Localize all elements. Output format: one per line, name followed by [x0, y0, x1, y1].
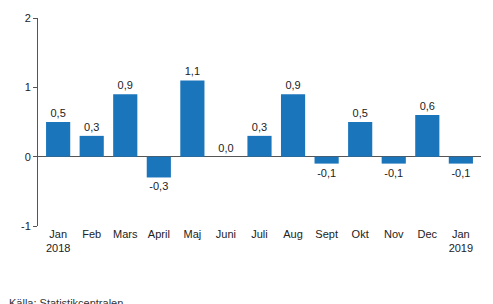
- svg-text:0,9: 0,9: [118, 79, 133, 91]
- svg-text:0: 0: [25, 151, 31, 163]
- svg-text:Feb: Feb: [82, 228, 101, 240]
- svg-text:0,0: 0,0: [218, 142, 233, 154]
- svg-text:-0,1: -0,1: [451, 167, 470, 179]
- svg-text:0,6: 0,6: [420, 100, 435, 112]
- svg-text:0,3: 0,3: [84, 121, 99, 133]
- svg-text:2: 2: [25, 12, 31, 24]
- svg-text:Dec: Dec: [418, 228, 438, 240]
- svg-text:0,5: 0,5: [50, 107, 65, 119]
- svg-text:1,1: 1,1: [185, 65, 200, 77]
- svg-text:0,3: 0,3: [252, 121, 267, 133]
- svg-text:Juli: Juli: [251, 228, 268, 240]
- svg-text:Sept: Sept: [315, 228, 338, 240]
- svg-text:-1: -1: [21, 220, 31, 232]
- svg-text:Jan2018: Jan2018: [46, 228, 70, 254]
- svg-text:0,5: 0,5: [353, 107, 368, 119]
- svg-text:1: 1: [25, 81, 31, 93]
- svg-text:Mars: Mars: [113, 228, 138, 240]
- svg-text:Juni: Juni: [216, 228, 236, 240]
- svg-text:Nov: Nov: [384, 228, 404, 240]
- svg-text:-0,3: -0,3: [149, 180, 168, 192]
- svg-text:-0,1: -0,1: [317, 167, 336, 179]
- svg-text:Jan2019: Jan2019: [449, 228, 473, 254]
- svg-text:0,9: 0,9: [285, 79, 300, 91]
- svg-text:-0,1: -0,1: [384, 167, 403, 179]
- svg-text:Okt: Okt: [352, 228, 369, 240]
- svg-text:Maj: Maj: [184, 228, 202, 240]
- svg-text:April: April: [148, 228, 170, 240]
- svg-text:Källa: Statistikcentralen: Källa: Statistikcentralen: [9, 297, 123, 304]
- svg-text:Aug: Aug: [283, 228, 303, 240]
